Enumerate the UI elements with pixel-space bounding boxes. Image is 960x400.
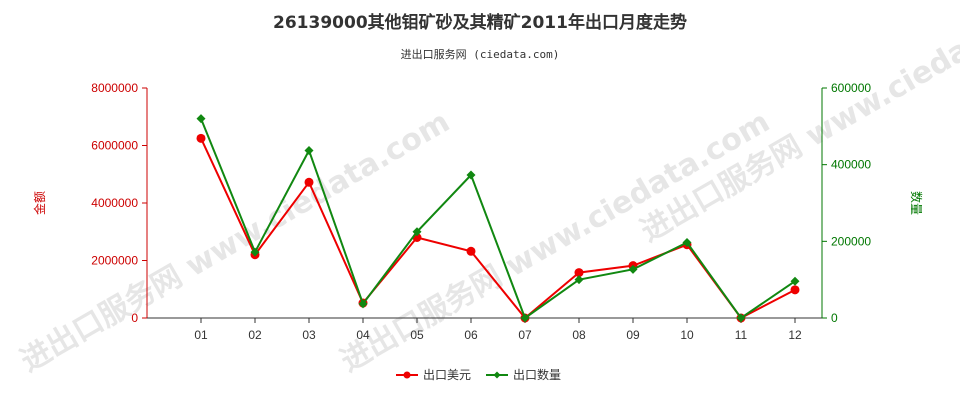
series-2-point	[574, 275, 584, 285]
y-left-tick-label: 4000000	[91, 196, 138, 210]
y-right-tick-label: 0	[831, 311, 838, 325]
series-1-point	[304, 177, 314, 187]
x-tick-label: 12	[788, 328, 802, 342]
y-left-tick-label: 2000000	[91, 254, 138, 268]
series-2-point	[358, 299, 368, 309]
series-2-point	[790, 276, 800, 286]
y-right-tick-label: 200000	[831, 234, 871, 248]
series-2-point	[250, 247, 260, 257]
y-left-tick-label: 8000000	[91, 81, 138, 95]
series-1-point	[574, 268, 584, 278]
series-1-point	[466, 246, 476, 256]
legend-label-2: 出口数量	[513, 367, 561, 382]
legend-marker-2	[493, 371, 501, 379]
x-tick-label: 01	[194, 328, 208, 342]
y-right-tick-label: 400000	[831, 158, 871, 172]
legend-marker-1	[403, 371, 411, 379]
series-2-point	[628, 264, 638, 274]
y-axis-left-title: 金额	[32, 191, 47, 215]
x-tick-label: 06	[464, 328, 478, 342]
chart-subtitle: 进出口服务网 (ciedata.com)	[401, 47, 560, 61]
x-tick-label: 02	[248, 328, 262, 342]
y-left-tick-label: 0	[131, 311, 138, 325]
x-tick-label: 05	[410, 328, 424, 342]
series-layer	[196, 114, 800, 323]
series-2-point	[682, 237, 692, 247]
series-2-point	[520, 313, 530, 323]
x-tick-label: 08	[572, 328, 586, 342]
x-tick-label: 11	[735, 328, 748, 342]
y-axis-right-title: 数量	[909, 191, 924, 215]
series-2-point	[304, 145, 314, 155]
series-2-point	[412, 227, 422, 237]
legend-label-1: 出口美元	[423, 368, 471, 382]
series-1-point	[196, 133, 206, 143]
chart-title: 26139000其他钼矿砂及其精矿2011年出口月度走势	[273, 12, 687, 33]
y-right-tick-label: 600000	[831, 81, 871, 95]
legend[interactable]: 出口美元 出口数量	[396, 367, 561, 382]
series-2-point	[196, 114, 206, 124]
series-2-point	[466, 170, 476, 180]
x-tick-label: 10	[680, 328, 694, 342]
x-tick-label: 09	[626, 328, 640, 342]
x-tick-label: 07	[518, 328, 532, 342]
series-line-2	[200, 118, 796, 320]
x-tick-label: 04	[356, 328, 370, 342]
y-left-tick-label: 6000000	[91, 139, 138, 153]
x-tick-label: 03	[302, 328, 316, 342]
ticks: 0 2000000 4000000 6000000 8000000 0 200000 4000…	[91, 81, 871, 342]
series-line-1	[200, 137, 796, 320]
series-1-point	[790, 285, 800, 295]
series-2-point	[736, 313, 746, 323]
